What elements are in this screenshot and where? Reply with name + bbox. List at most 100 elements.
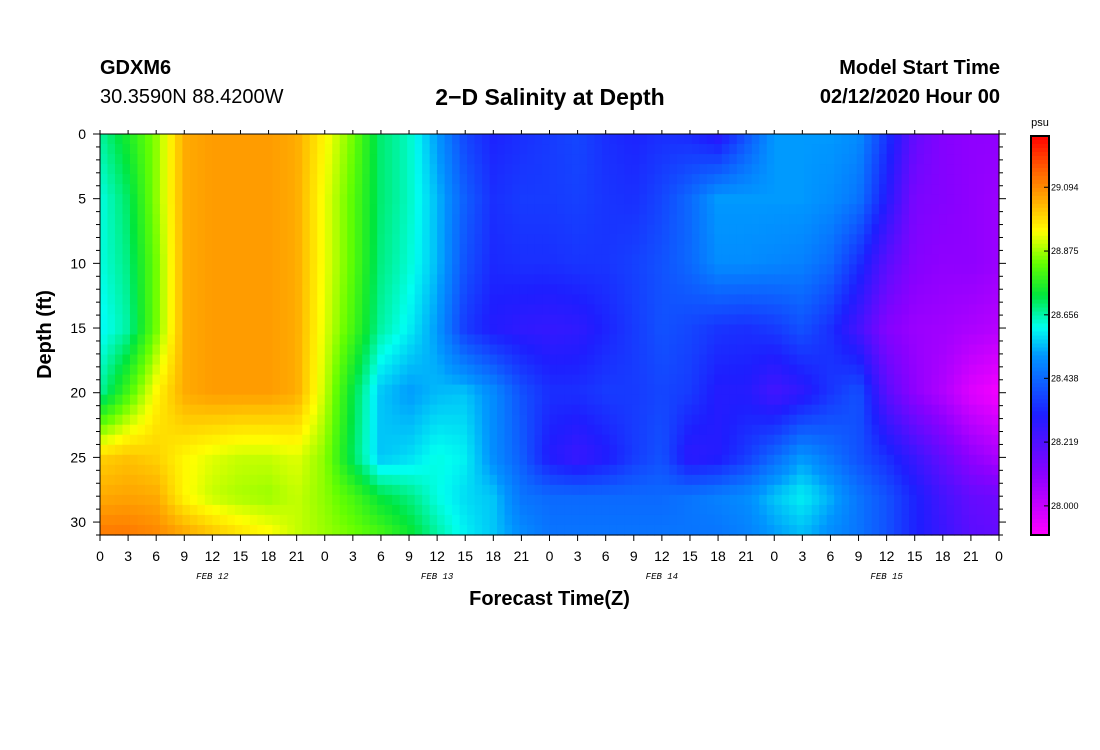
heatmap-cell xyxy=(182,164,191,175)
heatmap-cell xyxy=(909,504,918,516)
heatmap-cell xyxy=(167,164,176,175)
heatmap-cell xyxy=(609,184,618,195)
heatmap-cell xyxy=(676,424,685,436)
heatmap-cell xyxy=(249,134,258,145)
heatmap-cell xyxy=(759,184,768,195)
heatmap-cell xyxy=(736,184,745,195)
heatmap-cell xyxy=(811,354,820,366)
heatmap-cell xyxy=(527,174,536,185)
heatmap-cell xyxy=(729,294,738,306)
heatmap-cell xyxy=(362,314,371,326)
heatmap-cell xyxy=(819,294,828,306)
heatmap-cell xyxy=(766,284,775,296)
heatmap-cell xyxy=(579,504,588,516)
heatmap-cell xyxy=(714,314,723,326)
heatmap-cell xyxy=(946,284,955,296)
heatmap-cell xyxy=(789,384,798,396)
heatmap-cell xyxy=(249,354,258,366)
heatmap-cell xyxy=(504,464,513,476)
heatmap-cell xyxy=(834,514,843,526)
heatmap-cell xyxy=(377,264,386,275)
heatmap-cell xyxy=(414,234,423,245)
heatmap-cell xyxy=(976,364,985,376)
heatmap-cell xyxy=(227,414,236,426)
heatmap-cell xyxy=(107,254,116,265)
heatmap-cell xyxy=(302,414,311,426)
heatmap-cell xyxy=(189,524,198,536)
heatmap-cell xyxy=(601,204,611,215)
heatmap-cell xyxy=(594,294,603,306)
heatmap-cell xyxy=(849,214,858,225)
heatmap-cell xyxy=(871,334,880,346)
heatmap-cell xyxy=(527,384,536,396)
heatmap-cell xyxy=(347,314,356,326)
heatmap-cell xyxy=(669,284,678,296)
heatmap-cell xyxy=(489,384,498,396)
heatmap-cell xyxy=(834,434,843,446)
heatmap-cell xyxy=(519,524,528,536)
heatmap-cell xyxy=(369,404,378,416)
heatmap-cell xyxy=(347,274,356,285)
heatmap-cell xyxy=(497,314,506,326)
heatmap-cell xyxy=(796,324,805,336)
y-axis-label: Depth (ft) xyxy=(34,290,56,379)
heatmap-cell xyxy=(542,194,551,205)
heatmap-cell xyxy=(467,414,476,426)
heatmap-cell xyxy=(871,174,880,185)
heatmap-cell xyxy=(294,324,303,336)
heatmap-cell xyxy=(699,334,708,346)
heatmap-cell xyxy=(669,464,678,476)
heatmap-cell xyxy=(399,294,408,306)
heatmap-cell xyxy=(564,494,573,506)
heatmap-cell xyxy=(227,434,236,446)
heatmap-cell xyxy=(459,464,468,476)
heatmap-cell xyxy=(909,324,918,336)
heatmap-cell xyxy=(347,374,356,386)
heatmap-cell xyxy=(886,244,895,255)
heatmap-cell xyxy=(429,524,438,536)
heatmap-cell xyxy=(474,484,483,496)
heatmap-cell xyxy=(826,384,835,396)
heatmap-cell xyxy=(189,474,198,486)
heatmap-cell xyxy=(946,354,955,366)
heatmap-cell xyxy=(684,514,693,526)
heatmap-cell xyxy=(129,414,139,426)
heatmap-cell xyxy=(826,164,835,175)
heatmap-cell xyxy=(909,254,918,265)
heatmap-cell xyxy=(751,154,760,165)
heatmap-cell xyxy=(467,224,476,235)
heatmap-cell xyxy=(549,214,558,225)
heatmap-cell xyxy=(144,434,154,446)
heatmap-cell xyxy=(931,244,940,255)
heatmap-cell xyxy=(219,504,228,516)
heatmap-cell xyxy=(819,234,828,245)
heatmap-cell xyxy=(684,224,693,235)
heatmap-cell xyxy=(482,244,491,255)
heatmap-cell xyxy=(819,334,828,346)
heatmap-cell xyxy=(257,314,266,326)
heatmap-cell xyxy=(789,474,798,486)
heatmap-cell xyxy=(924,164,933,175)
heatmap-cell xyxy=(242,164,251,175)
heatmap-cell xyxy=(564,324,573,336)
heatmap-cell xyxy=(474,144,483,155)
heatmap-cell xyxy=(976,344,985,356)
heatmap-cell xyxy=(384,424,393,436)
heatmap-cell xyxy=(174,274,184,285)
heatmap-cell xyxy=(459,174,468,185)
heatmap-cell xyxy=(819,504,828,516)
x-tick-label: 9 xyxy=(855,548,863,564)
heatmap-cell xyxy=(819,194,828,205)
heatmap-cell xyxy=(991,474,1000,486)
heatmap-cell xyxy=(654,494,663,506)
heatmap-cell xyxy=(646,164,655,175)
heatmap-cell xyxy=(100,274,109,285)
heatmap-cell xyxy=(264,394,273,406)
heatmap-cell xyxy=(422,174,431,185)
heatmap-cell xyxy=(167,354,176,366)
heatmap-cell xyxy=(661,494,670,506)
heatmap-cell xyxy=(332,304,341,316)
heatmap-cell xyxy=(984,284,993,296)
heatmap-cell xyxy=(804,384,813,396)
heatmap-cell xyxy=(107,484,116,496)
